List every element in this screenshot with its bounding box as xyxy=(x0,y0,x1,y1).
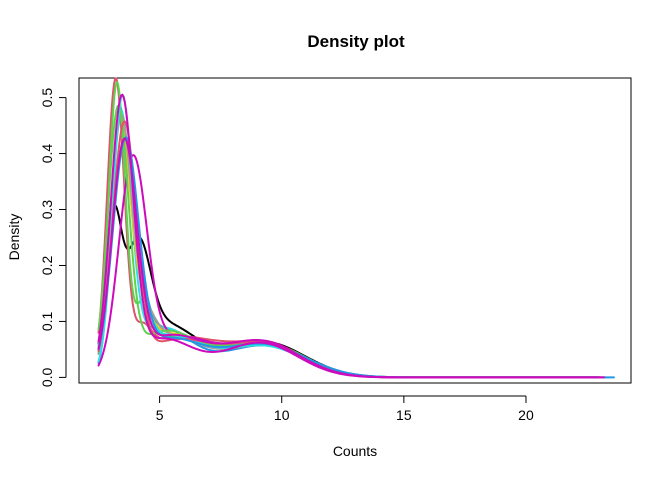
x-tick-label: 5 xyxy=(156,407,164,423)
x-tick-label: 15 xyxy=(396,407,412,423)
y-tick-label: 0.0 xyxy=(39,367,55,387)
y-axis: 0.0 0.1 0.2 0.3 0.4 0.5 xyxy=(39,88,66,387)
density-curve-6 xyxy=(99,155,602,377)
density-curve-12 xyxy=(99,137,600,377)
density-curve-1 xyxy=(99,205,597,377)
y-tick-label: 0.1 xyxy=(39,311,55,331)
x-axis: 5 10 15 20 xyxy=(156,396,534,423)
y-tick-label: 0.2 xyxy=(39,256,55,276)
y-tick-label: 0.3 xyxy=(39,200,55,220)
density-curve-14 xyxy=(99,139,605,378)
y-axis-label: Density xyxy=(6,214,22,261)
x-tick-label: 20 xyxy=(518,407,534,423)
y-tick-label: 0.4 xyxy=(39,144,55,164)
x-axis-label: Counts xyxy=(333,443,377,459)
y-tick-label: 0.5 xyxy=(39,88,55,108)
chart-title: Density plot xyxy=(307,32,405,51)
x-tick-label: 10 xyxy=(274,407,290,423)
curves-group xyxy=(99,78,614,377)
